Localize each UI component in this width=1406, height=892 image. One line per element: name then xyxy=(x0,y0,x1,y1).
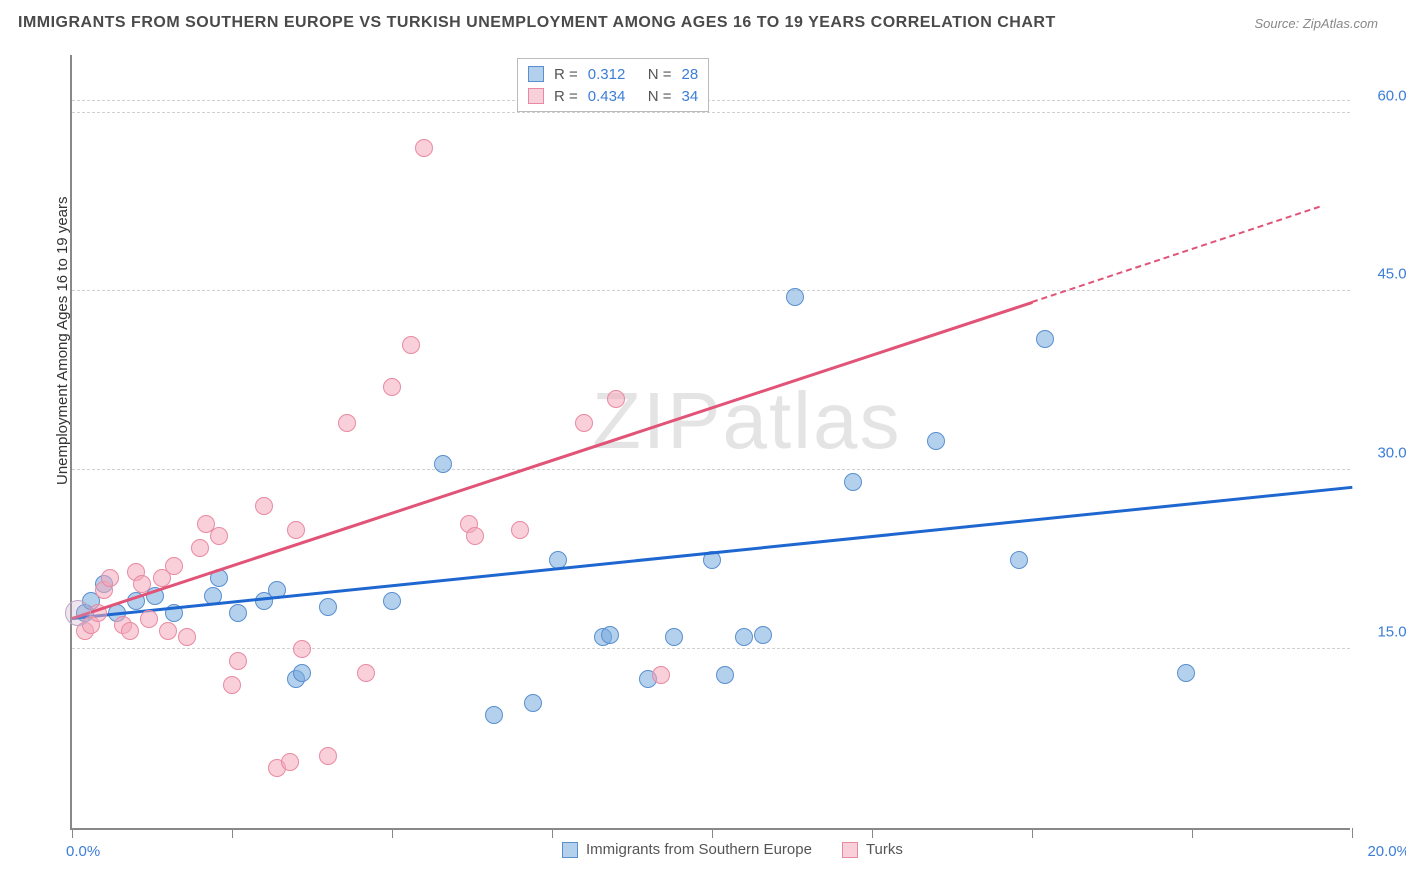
data-point-blue xyxy=(1036,330,1054,348)
legend-item: Turks xyxy=(842,841,903,858)
data-point-pink xyxy=(511,521,529,539)
data-point-pink xyxy=(293,640,311,658)
data-point-pink xyxy=(402,336,420,354)
stats-legend: R = 0.312 N = 28 R = 0.434 N = 34 xyxy=(517,58,709,112)
data-point-pink xyxy=(210,527,228,545)
source-label: Source: ZipAtlas.com xyxy=(1254,16,1378,31)
data-point-blue xyxy=(716,666,734,684)
trend-line xyxy=(72,301,1033,619)
data-point-blue xyxy=(319,598,337,616)
data-point-pink xyxy=(281,753,299,771)
data-point-pink xyxy=(133,575,151,593)
x-tick xyxy=(1192,828,1193,838)
x-tick-label: 0.0% xyxy=(66,843,100,860)
chart-title: IMMIGRANTS FROM SOUTHERN EUROPE VS TURKI… xyxy=(18,14,1056,32)
data-point-blue xyxy=(927,432,945,450)
data-point-pink xyxy=(223,676,241,694)
x-tick-label: 20.0% xyxy=(1355,843,1406,860)
data-point-pink xyxy=(652,666,670,684)
data-point-cluster xyxy=(65,600,91,626)
data-point-blue xyxy=(665,628,683,646)
y-tick-label: 30.0% xyxy=(1360,445,1406,462)
data-point-pink xyxy=(140,610,158,628)
data-point-pink xyxy=(338,414,356,432)
data-point-pink xyxy=(415,139,433,157)
r-label: R = xyxy=(554,88,578,105)
watermark: ZIPatlas xyxy=(592,375,901,467)
n-value: 34 xyxy=(682,88,699,105)
gridline xyxy=(72,469,1350,470)
x-tick xyxy=(232,828,233,838)
data-point-pink xyxy=(319,747,337,765)
trend-line-dash xyxy=(1032,206,1321,303)
data-point-blue xyxy=(1177,664,1195,682)
data-point-blue xyxy=(434,455,452,473)
swatch-icon xyxy=(562,842,578,858)
x-tick xyxy=(712,828,713,838)
swatch-icon xyxy=(842,842,858,858)
data-point-blue xyxy=(601,626,619,644)
n-value: 28 xyxy=(682,66,699,83)
data-point-pink xyxy=(357,664,375,682)
swatch-icon xyxy=(528,66,544,82)
data-point-blue xyxy=(524,694,542,712)
data-point-pink xyxy=(229,652,247,670)
r-label: R = xyxy=(554,66,578,83)
chart-area: Unemployment Among Ages 16 to 19 years Z… xyxy=(50,55,1350,830)
x-tick xyxy=(72,828,73,838)
y-tick-label: 60.0% xyxy=(1360,87,1406,104)
n-label: N = xyxy=(648,66,672,83)
data-point-pink xyxy=(101,569,119,587)
data-point-blue xyxy=(786,288,804,306)
data-point-blue xyxy=(754,626,772,644)
data-point-pink xyxy=(121,622,139,640)
data-point-pink xyxy=(165,557,183,575)
data-point-pink xyxy=(287,521,305,539)
gridline xyxy=(72,648,1350,649)
data-point-pink xyxy=(191,539,209,557)
swatch-icon xyxy=(528,88,544,104)
legend-item: Immigrants from Southern Europe xyxy=(562,841,812,858)
n-label: N = xyxy=(648,88,672,105)
scatter-plot: ZIPatlas 15.0%30.0%45.0%60.0%0.0%20.0%R … xyxy=(70,55,1350,830)
data-point-blue xyxy=(229,604,247,622)
y-tick-label: 45.0% xyxy=(1360,266,1406,283)
data-point-pink xyxy=(178,628,196,646)
legend-label: Immigrants from Southern Europe xyxy=(586,841,812,858)
series-legend: Immigrants from Southern Europe Turks xyxy=(562,841,903,858)
data-point-pink xyxy=(255,497,273,515)
stats-row-blue: R = 0.312 N = 28 xyxy=(528,63,698,85)
data-point-pink xyxy=(159,622,177,640)
r-value: 0.312 xyxy=(588,66,638,83)
y-axis-label: Unemployment Among Ages 16 to 19 years xyxy=(54,196,71,485)
data-point-pink xyxy=(575,414,593,432)
data-point-pink xyxy=(466,527,484,545)
legend-label: Turks xyxy=(866,841,903,858)
gridline xyxy=(72,290,1350,291)
x-tick xyxy=(1352,828,1353,838)
data-point-blue xyxy=(293,664,311,682)
data-point-blue xyxy=(383,592,401,610)
gridline xyxy=(72,100,1350,101)
y-tick-label: 15.0% xyxy=(1360,624,1406,641)
data-point-pink xyxy=(383,378,401,396)
stats-row-pink: R = 0.434 N = 34 xyxy=(528,85,698,107)
x-tick xyxy=(872,828,873,838)
data-point-blue xyxy=(1010,551,1028,569)
x-tick xyxy=(1032,828,1033,838)
data-point-blue xyxy=(485,706,503,724)
data-point-blue xyxy=(844,473,862,491)
r-value: 0.434 xyxy=(588,88,638,105)
gridline xyxy=(72,112,1350,113)
data-point-blue xyxy=(735,628,753,646)
x-tick xyxy=(392,828,393,838)
x-tick xyxy=(552,828,553,838)
data-point-pink xyxy=(607,390,625,408)
